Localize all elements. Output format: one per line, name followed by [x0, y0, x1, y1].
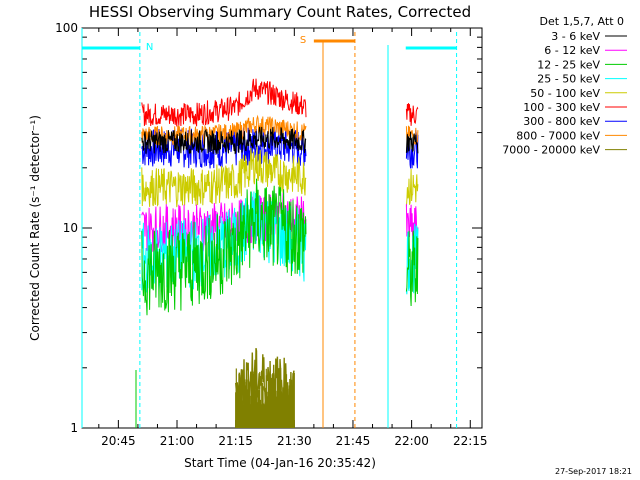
- series-line: [405, 168, 419, 207]
- x-tick-label: 21:15: [218, 434, 253, 448]
- x-tick-label: 21:30: [277, 434, 312, 448]
- y-axis-label: Corrected Count Rate (s⁻¹ detector⁻¹): [28, 115, 42, 341]
- flag-label: S: [300, 35, 306, 46]
- y-tick-label: 10: [63, 221, 78, 235]
- y-tick-label: 1: [70, 421, 78, 435]
- legend-label: 800 - 7000 keV: [516, 129, 600, 142]
- x-tick-label: 22:15: [453, 434, 488, 448]
- y-tick-label: 100: [55, 21, 78, 35]
- legend-label: 7000 - 20000 keV: [502, 144, 600, 157]
- series-line: [405, 204, 419, 243]
- legend-label: 50 - 100 keV: [530, 87, 600, 100]
- series-line: [405, 125, 419, 146]
- legend-label: 3 - 6 keV: [551, 30, 600, 43]
- legend-label: 100 - 300 keV: [523, 101, 600, 114]
- x-tick-label: 22:00: [394, 434, 429, 448]
- series-line: [141, 114, 307, 146]
- timestamp: 27-Sep-2017 18:21: [555, 467, 632, 476]
- series-line: [405, 230, 419, 307]
- series-line: [141, 126, 307, 155]
- series-layer: [141, 78, 419, 428]
- x-axis-label: Start Time (04-Jan-16 20:35:42): [184, 456, 376, 470]
- series-line: [405, 103, 419, 126]
- series-line: [141, 146, 307, 208]
- series-line: [141, 178, 307, 316]
- x-tick-label: 21:45: [336, 434, 371, 448]
- x-tick-label: 20:45: [101, 434, 136, 448]
- legend-label: 25 - 50 keV: [537, 73, 600, 86]
- legend-header: Det 1,5,7, Att 0: [540, 15, 624, 28]
- series-line: [405, 131, 419, 154]
- legend-label: 12 - 25 keV: [537, 58, 600, 71]
- flag-label: N: [146, 42, 153, 53]
- x-tick-label: 21:00: [160, 434, 195, 448]
- legend-label: 6 - 12 keV: [544, 44, 600, 57]
- legend-label: 300 - 800 keV: [523, 115, 600, 128]
- flags-layer: NS: [81, 28, 458, 428]
- series-line: [141, 78, 307, 127]
- chart-title: HESSI Observing Summary Count Rates, Cor…: [89, 3, 471, 21]
